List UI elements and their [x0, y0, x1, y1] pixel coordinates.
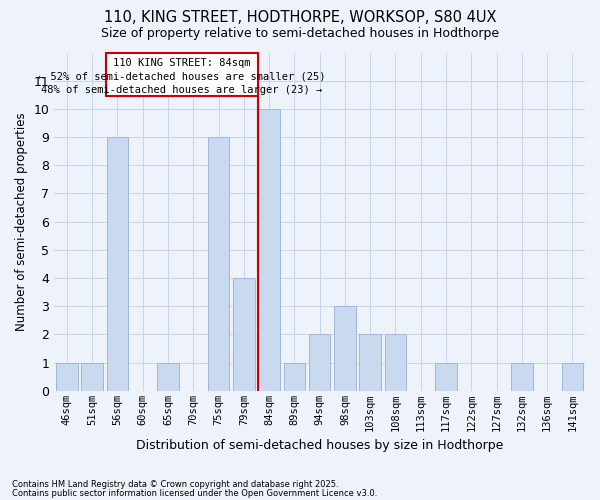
Bar	[107, 137, 128, 391]
Bar	[359, 334, 381, 391]
Text: 110 KING STREET: 84sqm: 110 KING STREET: 84sqm	[113, 58, 251, 68]
Bar	[56, 362, 77, 391]
Bar	[511, 362, 533, 391]
Bar	[334, 306, 356, 391]
Y-axis label: Number of semi-detached properties: Number of semi-detached properties	[15, 112, 28, 331]
X-axis label: Distribution of semi-detached houses by size in Hodthorpe: Distribution of semi-detached houses by …	[136, 440, 503, 452]
Bar	[435, 362, 457, 391]
Bar	[385, 334, 406, 391]
Text: 48% of semi-detached houses are larger (23) →: 48% of semi-detached houses are larger (…	[41, 85, 323, 95]
Bar	[82, 362, 103, 391]
Text: Contains HM Land Registry data © Crown copyright and database right 2025.: Contains HM Land Registry data © Crown c…	[12, 480, 338, 489]
Bar	[259, 109, 280, 391]
FancyBboxPatch shape	[106, 52, 258, 96]
Bar	[208, 137, 229, 391]
Text: ← 52% of semi-detached houses are smaller (25): ← 52% of semi-detached houses are smalle…	[38, 72, 326, 82]
Bar	[157, 362, 179, 391]
Bar	[284, 362, 305, 391]
Text: 110, KING STREET, HODTHORPE, WORKSOP, S80 4UX: 110, KING STREET, HODTHORPE, WORKSOP, S8…	[104, 10, 496, 25]
Bar	[233, 278, 254, 391]
Bar	[562, 362, 583, 391]
Bar	[309, 334, 331, 391]
Text: Size of property relative to semi-detached houses in Hodthorpe: Size of property relative to semi-detach…	[101, 28, 499, 40]
Text: Contains public sector information licensed under the Open Government Licence v3: Contains public sector information licen…	[12, 490, 377, 498]
